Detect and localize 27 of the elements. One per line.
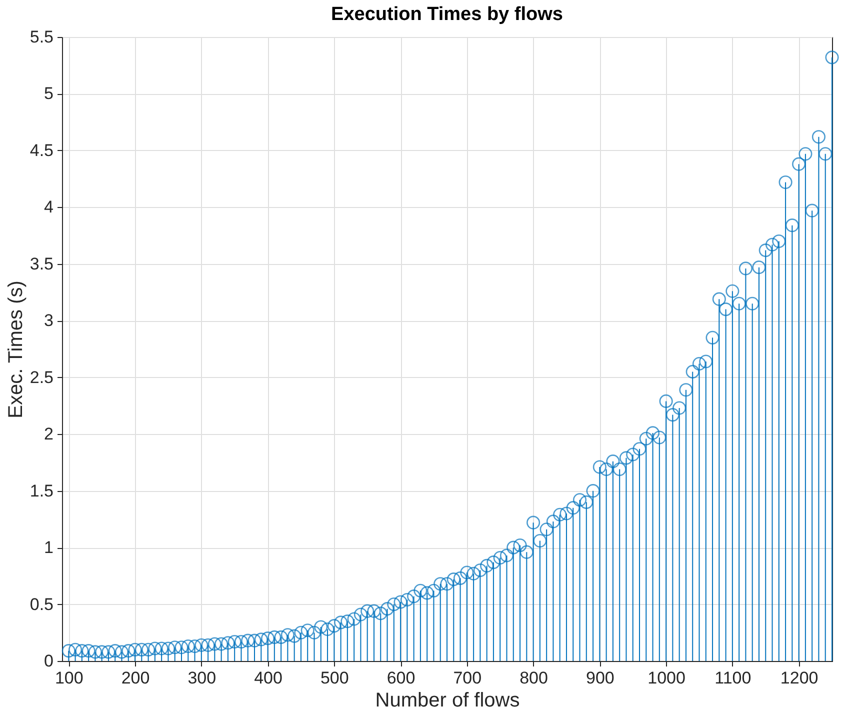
- x-tick-label: 400: [254, 668, 282, 688]
- y-tick-label: 4: [44, 198, 54, 217]
- x-tick-label: 500: [320, 668, 349, 688]
- y-tick-label: 3: [44, 311, 54, 330]
- x-tick-label: 700: [453, 668, 482, 688]
- y-tick-label: 0: [44, 652, 54, 670]
- y-tick-label: 4.5: [30, 140, 54, 160]
- x-tick-label: 600: [386, 668, 416, 688]
- x-tick-label: 200: [121, 668, 150, 688]
- x-tick-label: 1100: [714, 668, 752, 688]
- x-tick-label: 800: [520, 668, 548, 688]
- chart-title: Execution Times by flows: [331, 4, 563, 25]
- y-tick-label: 2.5: [30, 368, 54, 387]
- y-axis-title: Exec. Times (s): [4, 280, 27, 418]
- x-tick-label: 1200: [780, 668, 818, 688]
- y-tick-label: 3.5: [30, 254, 54, 274]
- y-tick-label: 5: [44, 84, 54, 104]
- x-tick-label: 100: [54, 668, 84, 688]
- y-tick-label: 0.5: [30, 594, 54, 614]
- x-axis-title: Number of flows: [375, 690, 520, 712]
- x-tick-label: 1000: [648, 668, 686, 688]
- x-tick-label: 900: [586, 668, 614, 688]
- y-tick-label: 1: [44, 538, 54, 558]
- y-tick-label: 5.5: [30, 28, 54, 46]
- y-tick-label: 2: [44, 424, 54, 444]
- y-tick-label: 1.5: [30, 481, 54, 500]
- x-tick-label: 300: [188, 668, 216, 688]
